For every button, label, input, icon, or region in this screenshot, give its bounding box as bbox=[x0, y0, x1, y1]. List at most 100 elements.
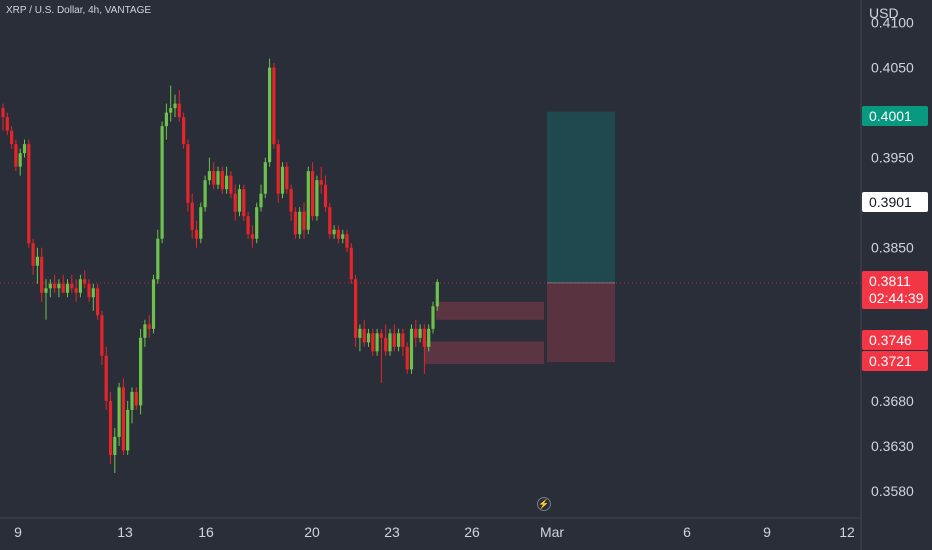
candle-body bbox=[212, 171, 216, 185]
time-axis[interactable]: 9 13 16 20 23 26 Mar 6 9 12 bbox=[14, 524, 855, 540]
candle bbox=[18, 148, 22, 176]
candle bbox=[14, 139, 18, 172]
candle bbox=[435, 279, 439, 311]
candle bbox=[177, 90, 181, 122]
candle-body bbox=[156, 238, 160, 280]
candle-body bbox=[358, 328, 362, 338]
candle-body bbox=[379, 333, 383, 338]
price-tick-label: 0.4100 bbox=[871, 15, 914, 31]
candle-body bbox=[14, 144, 18, 167]
candle bbox=[65, 279, 70, 298]
candle-body bbox=[126, 409, 130, 451]
candle bbox=[354, 274, 358, 347]
candle bbox=[173, 94, 177, 118]
candle bbox=[57, 279, 61, 298]
candle bbox=[242, 184, 246, 221]
candle-body bbox=[104, 355, 108, 401]
candle bbox=[280, 162, 285, 199]
candle-body bbox=[336, 229, 340, 239]
candle-body bbox=[160, 126, 164, 239]
candle-body bbox=[268, 67, 272, 163]
candle-body bbox=[61, 283, 65, 293]
candle bbox=[319, 166, 323, 194]
price-tick-label: 0.4050 bbox=[871, 60, 914, 76]
candle-body bbox=[242, 189, 246, 217]
candle bbox=[35, 247, 39, 284]
candle bbox=[336, 225, 340, 244]
candle-body bbox=[409, 328, 414, 370]
candle-body bbox=[100, 315, 104, 356]
candle bbox=[422, 324, 426, 374]
candle-body bbox=[315, 180, 319, 217]
candle-body bbox=[427, 328, 431, 347]
candle bbox=[250, 225, 254, 248]
candle bbox=[328, 202, 332, 239]
candle-body bbox=[117, 387, 121, 437]
candle-body bbox=[87, 283, 91, 298]
level-price-tag: 0.3901 bbox=[862, 192, 928, 212]
candle-body bbox=[48, 283, 52, 289]
candle-body bbox=[388, 333, 392, 352]
price-axis: 0.4100 0.4050 0.3950 0.3850 0.3680 0.3630 0.35… bbox=[871, 15, 914, 499]
resistance-box bbox=[436, 301, 544, 320]
candle bbox=[169, 85, 173, 122]
candle bbox=[1, 103, 5, 131]
candle-body bbox=[91, 288, 95, 298]
candle bbox=[332, 225, 336, 239]
candle bbox=[375, 328, 379, 356]
price-tick-label: 0.3850 bbox=[871, 240, 914, 256]
candle-body bbox=[53, 283, 57, 289]
candle bbox=[78, 274, 82, 298]
candle bbox=[229, 171, 233, 199]
candle bbox=[233, 184, 237, 221]
candle-body bbox=[130, 391, 134, 410]
candle bbox=[61, 274, 65, 293]
candle-body bbox=[151, 279, 156, 329]
candle bbox=[345, 229, 349, 253]
candle bbox=[298, 207, 302, 239]
candle bbox=[212, 162, 216, 190]
candle bbox=[113, 427, 117, 473]
candle bbox=[207, 157, 211, 185]
time-tick-label: 9 bbox=[14, 524, 22, 540]
candle bbox=[10, 126, 14, 149]
lightning-icon[interactable]: ⚡ bbox=[537, 497, 551, 511]
candles-layer bbox=[1, 58, 439, 473]
candle bbox=[87, 279, 91, 302]
current-price-value: 0.3811 bbox=[869, 273, 911, 289]
candle-body bbox=[83, 279, 87, 284]
candle bbox=[220, 166, 224, 194]
support-bottom-price-tag: 0.3721 bbox=[862, 351, 928, 371]
candle bbox=[27, 139, 31, 248]
candle-body bbox=[306, 171, 310, 230]
candle bbox=[139, 328, 143, 415]
candle bbox=[44, 279, 48, 320]
candle bbox=[427, 324, 431, 352]
candle bbox=[392, 324, 396, 352]
candle bbox=[255, 202, 259, 244]
candle-body bbox=[190, 202, 194, 230]
candle bbox=[418, 324, 422, 343]
candle bbox=[225, 166, 229, 194]
candle bbox=[384, 324, 388, 356]
candle-body bbox=[435, 281, 439, 307]
candle bbox=[160, 121, 164, 244]
candle-body bbox=[366, 333, 371, 343]
candle-body bbox=[121, 387, 125, 451]
candle bbox=[126, 400, 130, 455]
time-tick-label: 23 bbox=[384, 524, 400, 540]
time-tick-label: 26 bbox=[464, 524, 480, 540]
candle bbox=[259, 184, 263, 212]
axis-currency-label: USD bbox=[869, 5, 899, 21]
candle-body bbox=[345, 234, 349, 248]
candle bbox=[22, 139, 27, 158]
candle-body bbox=[207, 171, 211, 181]
take-profit-price-tag: 0.4001 bbox=[862, 106, 928, 126]
candle bbox=[323, 175, 328, 212]
candle-body bbox=[414, 328, 418, 338]
candle bbox=[117, 382, 121, 446]
current-price-tag: 0.3811 02:44:39 bbox=[862, 271, 928, 309]
candle-body bbox=[216, 171, 220, 185]
candle bbox=[302, 202, 306, 239]
